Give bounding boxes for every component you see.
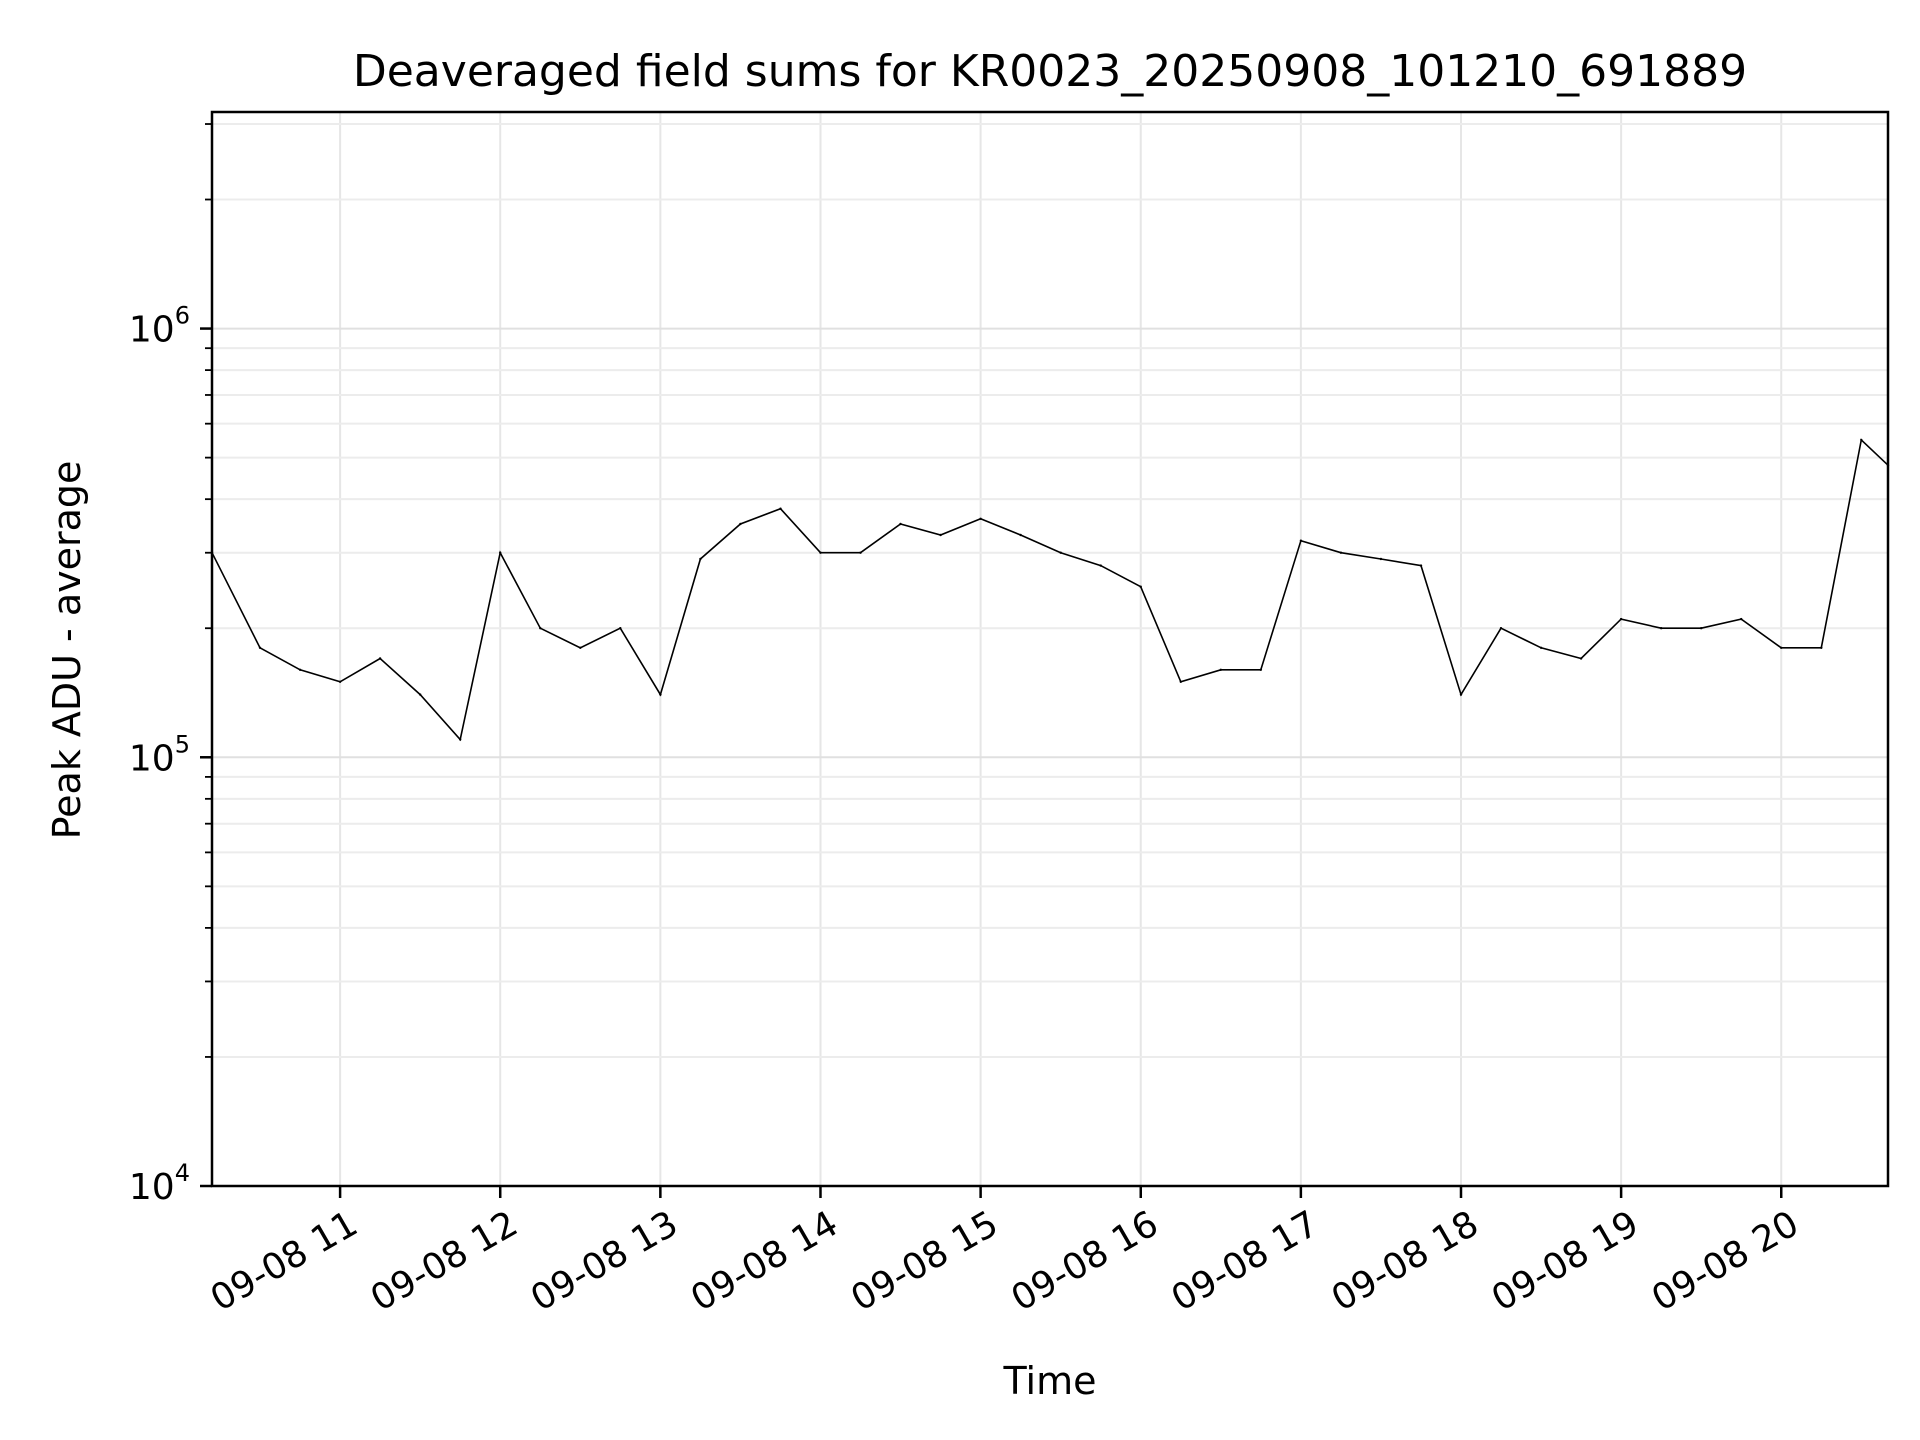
data-point bbox=[579, 646, 582, 649]
data-point bbox=[1740, 617, 1743, 621]
data-point bbox=[1019, 533, 1022, 537]
data-point bbox=[1660, 627, 1663, 630]
y-tick-label: 105 bbox=[129, 730, 190, 779]
data-point bbox=[1379, 557, 1383, 561]
data-point bbox=[1780, 646, 1783, 649]
data-point bbox=[378, 657, 382, 660]
series-layer bbox=[210, 438, 1890, 742]
data-point bbox=[1459, 693, 1463, 696]
data-point bbox=[1419, 564, 1423, 567]
y-tick-label: 104 bbox=[129, 1159, 190, 1208]
y-tick-label: 106 bbox=[129, 302, 190, 351]
data-point bbox=[338, 680, 342, 683]
data-point bbox=[1099, 564, 1102, 567]
data-point bbox=[619, 627, 622, 630]
x-axis-label: Time bbox=[1003, 1359, 1097, 1403]
data-point bbox=[1179, 680, 1183, 683]
data-point bbox=[1299, 539, 1303, 542]
data-point bbox=[979, 517, 982, 520]
data-point bbox=[1860, 438, 1863, 442]
data-point bbox=[298, 668, 302, 671]
data-point bbox=[1539, 646, 1543, 649]
data-point bbox=[1619, 617, 1623, 621]
data-point bbox=[1059, 551, 1062, 554]
data-point bbox=[899, 522, 902, 526]
y-axis-label: Peak ADU - average bbox=[45, 461, 89, 840]
data-point bbox=[258, 646, 262, 649]
data-point bbox=[499, 551, 502, 554]
plot-frame bbox=[210, 110, 1890, 1188]
data-point bbox=[939, 533, 942, 537]
data-point bbox=[1820, 646, 1823, 649]
data-point bbox=[1219, 668, 1223, 671]
data-point bbox=[539, 627, 542, 630]
data-point bbox=[819, 551, 822, 554]
data-point bbox=[1499, 627, 1503, 630]
data-point bbox=[1339, 551, 1343, 554]
data-point bbox=[1259, 668, 1263, 671]
data-point bbox=[659, 693, 662, 696]
data-point bbox=[419, 693, 422, 696]
data-point bbox=[779, 507, 782, 510]
data-point bbox=[1579, 657, 1583, 660]
chart-title: Deaveraged field sums for KR0023_2025090… bbox=[353, 46, 1747, 97]
data-point bbox=[459, 738, 462, 741]
data-point bbox=[699, 557, 702, 561]
data-point bbox=[1700, 627, 1703, 630]
data-point bbox=[859, 551, 862, 554]
data-point bbox=[1139, 585, 1142, 588]
data-point bbox=[739, 522, 742, 526]
